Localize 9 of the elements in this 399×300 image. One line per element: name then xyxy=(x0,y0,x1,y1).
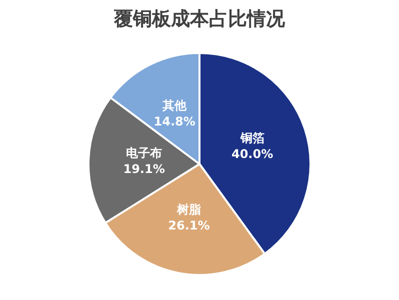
data-label: 19.1% xyxy=(123,162,165,176)
data-label: 26.1% xyxy=(168,218,210,233)
slice-label: 其他 xyxy=(162,98,188,113)
slice-label: 铜箔 xyxy=(239,130,264,145)
slice-label: 树脂 xyxy=(176,202,201,217)
slice-label: 电子布 xyxy=(126,146,162,160)
data-label: 40.0% xyxy=(231,146,274,161)
chart-title: 覆铜板成本占比情况 xyxy=(113,7,286,32)
data-label: 14.8% xyxy=(154,114,196,129)
